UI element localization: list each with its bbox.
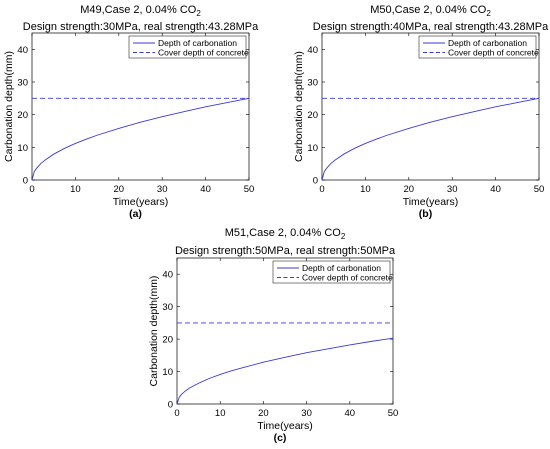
x-tick-label: 50 — [534, 184, 545, 195]
panel-label: (c) — [274, 432, 287, 444]
chart-title-line2: Design strength:40MPa, real strength:43.… — [313, 21, 549, 33]
chart-title-line1: M50,Case 2, 0.04% CO2 — [370, 4, 491, 18]
x-tick-label: 50 — [388, 408, 399, 419]
x-tick-label: 0 — [319, 184, 324, 195]
x-axis-label: Time(years) — [257, 420, 313, 432]
x-tick-label: 20 — [404, 184, 415, 195]
legend-box — [418, 35, 537, 59]
x-tick-label: 20 — [258, 408, 269, 419]
y-axis-label: Carbonation depth(mm) — [148, 276, 160, 387]
legend-label: Depth of carbonation — [302, 263, 381, 273]
y-tick-label: 10 — [307, 143, 318, 154]
y-tick-label: 30 — [162, 302, 173, 313]
y-tick-label: 20 — [162, 335, 173, 346]
x-axis-label: Time(years) — [113, 196, 169, 208]
y-tick-label: 0 — [23, 176, 28, 187]
series-line-depth — [31, 97, 250, 181]
chart-panel-2: M50,Case 2, 0.04% CO2 Design strength:40M… — [293, 4, 549, 220]
y-axis-label: Carbonation depth(mm) — [293, 51, 305, 162]
legend-box — [272, 260, 391, 284]
x-tick-label: 50 — [244, 184, 255, 195]
panel-label: (a) — [129, 208, 142, 220]
legend-label: Cover depth of concrete — [302, 273, 393, 283]
y-tick-label: 40 — [17, 45, 28, 56]
chart-title-line2: Design strength:50MPa, real strength:50M… — [175, 245, 396, 257]
y-tick-label: 20 — [17, 110, 28, 121]
x-tick-label: 30 — [447, 184, 458, 195]
legend-label: Cover depth of concrete — [448, 48, 539, 58]
x-tick-label: 0 — [29, 184, 34, 195]
x-tick-label: 10 — [215, 408, 226, 419]
x-tick-label: 40 — [200, 184, 211, 195]
y-tick-label: 30 — [307, 78, 318, 89]
y-tick-label: 10 — [162, 367, 173, 378]
y-tick-label: 0 — [168, 400, 173, 411]
y-tick-label: 30 — [17, 78, 28, 89]
series-line-depth — [321, 97, 540, 181]
legend-label: Depth of carbonation — [158, 38, 237, 48]
x-tick-label: 40 — [345, 408, 356, 419]
legend-box — [128, 35, 247, 59]
x-tick-label: 10 — [70, 184, 81, 195]
x-tick-label: 10 — [360, 184, 371, 195]
panel-label: (b) — [419, 208, 432, 220]
y-axis-label: Carbonation depth(mm) — [3, 51, 15, 162]
y-tick-label: 40 — [307, 45, 318, 56]
y-tick-label: 20 — [307, 110, 318, 121]
x-tick-label: 30 — [157, 184, 168, 195]
chart-panel-3: M51,Case 2, 0.04% CO2 Design strength:50M… — [148, 227, 398, 444]
x-tick-label: 0 — [174, 408, 179, 419]
x-tick-label: 20 — [114, 184, 125, 195]
legend-label: Depth of carbonation — [448, 38, 527, 48]
x-tick-label: 30 — [301, 408, 312, 419]
x-axis-label: Time(years) — [403, 196, 459, 208]
y-tick-label: 10 — [17, 143, 28, 154]
legend-label: Cover depth of concrete — [158, 48, 249, 58]
chart-title-line1: M49,Case 2, 0.04% CO2 — [80, 4, 201, 18]
series-line-depth — [176, 337, 394, 405]
y-tick-label: 0 — [313, 176, 318, 187]
x-tick-label: 40 — [490, 184, 501, 195]
chart-title-line1: M51,Case 2, 0.04% CO2 — [225, 227, 346, 241]
chart-title-line2: Design strength:30MPa, real strength:43.… — [23, 21, 259, 33]
y-tick-label: 40 — [162, 270, 173, 281]
chart-panel-1: M49,Case 2, 0.04% CO2 Design strength:30M… — [3, 4, 259, 220]
